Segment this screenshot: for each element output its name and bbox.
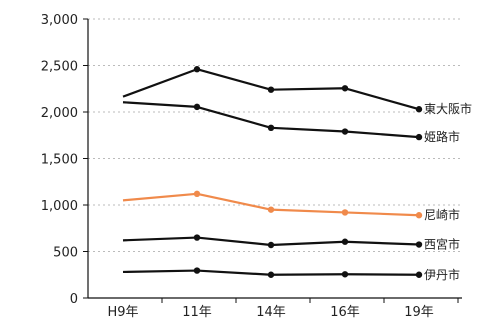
y-tick-label: 0 bbox=[70, 292, 78, 307]
data-point bbox=[415, 271, 423, 278]
y-tick-label: 2,500 bbox=[41, 60, 78, 75]
x-tick-label: 19年 bbox=[404, 305, 434, 320]
data-point bbox=[415, 212, 423, 219]
data-point bbox=[193, 267, 201, 274]
series-label: 尼崎市 bbox=[424, 207, 460, 222]
data-point bbox=[193, 103, 201, 111]
y-tick-label: 2,000 bbox=[41, 106, 78, 121]
series-label: 姫路市 bbox=[424, 129, 460, 144]
series-group bbox=[122, 66, 423, 278]
series-label: 西宮市 bbox=[424, 237, 460, 252]
data-point bbox=[267, 206, 275, 213]
data-point bbox=[341, 238, 349, 245]
grid-lines bbox=[88, 18, 462, 252]
data-point bbox=[193, 190, 201, 198]
x-tick-label: 14年 bbox=[256, 305, 286, 320]
y-tick-label: 1,000 bbox=[41, 199, 78, 214]
y-axis-ticks: 0 500 1,000 1,500 2,000 2,500 3,000 bbox=[41, 13, 88, 307]
x-tick-label: 16年 bbox=[330, 305, 360, 320]
y-tick-label: 1,500 bbox=[41, 153, 78, 168]
series-label: 伊丹市 bbox=[424, 267, 460, 282]
data-point bbox=[193, 66, 201, 73]
data-point bbox=[415, 133, 423, 141]
data-point bbox=[341, 271, 349, 278]
series-line bbox=[122, 101, 420, 139]
data-point bbox=[415, 106, 423, 113]
data-point bbox=[341, 85, 349, 92]
data-point bbox=[267, 241, 275, 249]
series-label: 東大阪市 bbox=[424, 101, 472, 116]
x-tick-label: H9年 bbox=[107, 305, 138, 320]
data-point bbox=[267, 271, 275, 278]
x-tick-label: 11年 bbox=[182, 305, 212, 320]
data-point bbox=[341, 128, 349, 135]
y-tick-label: 500 bbox=[53, 246, 78, 261]
data-point bbox=[267, 124, 275, 132]
data-point bbox=[193, 234, 201, 241]
y-tick-label: 3,000 bbox=[41, 13, 78, 28]
data-point bbox=[267, 86, 275, 93]
data-point bbox=[415, 241, 423, 248]
data-point bbox=[341, 209, 349, 216]
x-axis-ticks: H9年 11年 14年 16年 19年 bbox=[107, 298, 459, 320]
